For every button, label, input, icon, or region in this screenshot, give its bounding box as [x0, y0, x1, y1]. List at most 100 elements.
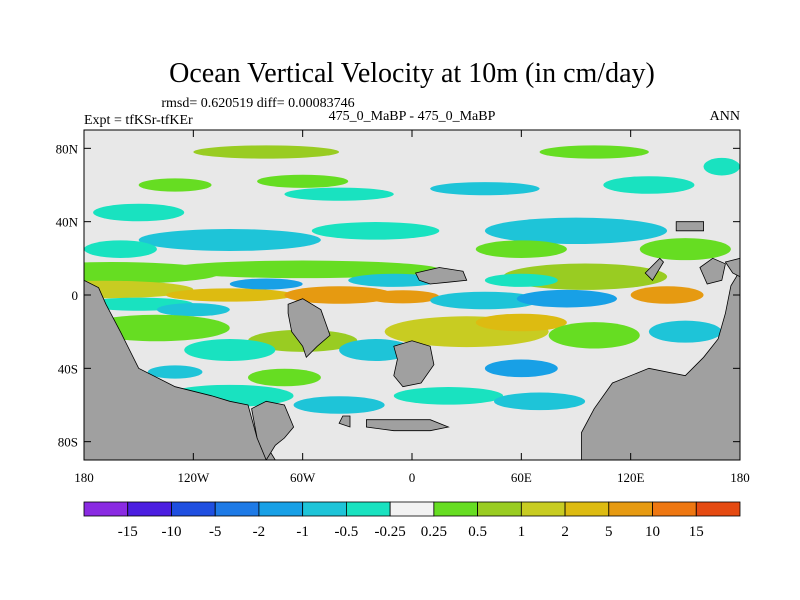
velocity-patch [475, 240, 567, 258]
velocity-patch [475, 313, 567, 332]
velocity-patch [257, 174, 349, 188]
velocity-patch [311, 222, 440, 240]
colorbar-swatch [214, 501, 260, 517]
velocity-patch [84, 240, 157, 258]
velocity-patch [284, 286, 394, 304]
velocity-patch [193, 145, 340, 159]
velocity-patch [484, 217, 668, 245]
colorbar-label: 10 [645, 524, 660, 540]
colorbar-label: 5 [605, 524, 613, 540]
land-mass [338, 415, 351, 428]
velocity-patch [339, 339, 412, 361]
y-tick-label: 80S [58, 435, 78, 450]
velocity-patch [166, 288, 294, 302]
chart-title: Ocean Vertical Velocity at 10m (in cm/da… [169, 58, 655, 89]
velocity-patch [430, 182, 540, 196]
velocity-patch [630, 286, 704, 304]
y-tick-label: 40S [58, 361, 78, 376]
land-mask [84, 221, 740, 460]
colorbar-label: -1 [296, 524, 309, 540]
velocity-patch [393, 387, 504, 405]
colorbar-swatch [345, 501, 391, 517]
x-tick-label: 60W [290, 470, 316, 485]
colorbar-label: -0.25 [375, 524, 406, 540]
land-mass [415, 267, 468, 285]
x-tick-label: 120E [617, 470, 645, 485]
colorbar-label: 0.25 [421, 524, 447, 540]
colorbar-label: 1 [518, 524, 526, 540]
colorbar-swatch [695, 501, 741, 517]
land-mass [724, 257, 740, 278]
velocity-patch [248, 368, 321, 387]
colorbar-label: 0.5 [468, 524, 487, 540]
y-tick-label: 40N [56, 215, 79, 230]
velocity-patch [84, 280, 194, 299]
colorbar-swatch [171, 501, 216, 517]
colorbar-label: -0.5 [335, 524, 359, 540]
velocity-patch [366, 290, 440, 304]
colorbar-swatch [564, 501, 610, 517]
colorbar: -15 -10 -5 -2 -1 -0.5 -0.25 0.25 0.5 1 2 5 10 15 [83, 501, 741, 540]
colorbar-label: 15 [689, 524, 704, 540]
colorbar-swatch [302, 501, 347, 517]
velocity-patch [147, 365, 203, 379]
map-plot [84, 130, 740, 460]
velocity-patch [603, 176, 695, 194]
case-label: 475_0_MaBP - 475_0_MaBP [329, 109, 496, 124]
velocity-patch [348, 273, 440, 287]
velocity-patch [138, 229, 321, 251]
colorbar-label: -2 [253, 524, 266, 540]
x-tick-label: 120W [177, 470, 210, 485]
velocity-patch [184, 339, 276, 361]
velocity-patch [639, 238, 731, 261]
land-mass [393, 340, 435, 388]
velocity-patch [165, 260, 440, 279]
colorbar-swatch [433, 501, 479, 517]
velocity-patch [494, 392, 586, 411]
velocity-field [84, 145, 740, 414]
colorbar-label: -10 [161, 524, 181, 540]
colorbar-swatch [83, 501, 129, 517]
land-mass [644, 257, 665, 281]
colorbar-label: 2 [561, 524, 569, 540]
land-mass [675, 221, 704, 232]
colorbar-swatch [389, 501, 435, 517]
land-mass [365, 419, 450, 432]
velocity-patch [293, 396, 385, 414]
colorbar-swatch [477, 501, 522, 517]
y-tick-label: 80N [56, 141, 79, 156]
land-mass [287, 298, 331, 359]
x-tick-label: 0 [409, 470, 416, 485]
velocity-patch [138, 178, 212, 192]
land-mass [699, 257, 726, 285]
velocity-patch [516, 289, 618, 308]
velocity-patch [93, 203, 185, 222]
x-tick-label: 180 [74, 470, 94, 485]
season-label: ANN [710, 109, 740, 124]
x-axis: 180 120W 60W 0 60E 120E 180 [74, 130, 750, 485]
y-axis: 80N 40N 0 40S 80S [56, 141, 740, 450]
colorbar-swatch [127, 501, 172, 517]
colorbar-swatch [520, 501, 566, 517]
colorbar-swatch [258, 501, 304, 517]
velocity-patch [648, 320, 722, 343]
velocity-patch [484, 359, 558, 378]
colorbar-swatch [608, 501, 653, 517]
y-tick-label: 0 [72, 288, 79, 303]
x-tick-label: 180 [730, 470, 750, 485]
velocity-patch [156, 303, 230, 317]
stats-line: rmsd= 0.620519 diff= 0.00083746 [161, 96, 354, 111]
velocity-patch [484, 273, 558, 287]
land-mass [251, 400, 295, 460]
x-tick-label: 60E [511, 470, 532, 485]
velocity-patch [284, 187, 394, 201]
velocity-patch [539, 145, 649, 159]
velocity-patch [430, 291, 540, 310]
velocity-patch [229, 278, 303, 290]
colorbar-label: -5 [209, 524, 222, 540]
velocity-patch [548, 322, 640, 349]
experiment-label: Expt = tfKSr-tfKEr [84, 113, 193, 128]
velocity-patch [703, 157, 740, 176]
colorbar-label: -15 [118, 524, 138, 540]
